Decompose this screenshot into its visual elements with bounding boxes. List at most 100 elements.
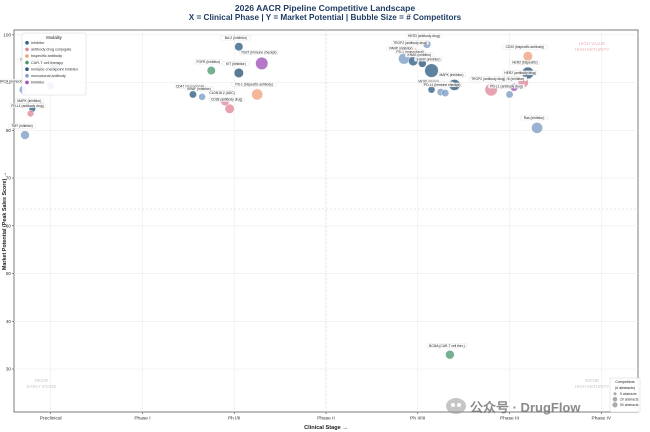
bubble-label-box [520,115,548,121]
bubble [441,89,450,97]
size-legend-label: 20 abstracts [620,398,639,402]
bubble-label: Ras (inhibitor) [520,115,548,121]
bubble-label: BRAF (inhibitor) [184,86,214,92]
bubble-label-box [9,103,46,108]
legend-item-label: immune checkpoint inhibitor [31,67,79,71]
legend-item-label: Inhibitor [31,81,45,85]
legend-marker [25,60,29,65]
bubble-label-text: EGFR (inhibitor) [417,57,441,61]
bubble-label: TIGIT (immune checkpt) [239,50,279,55]
legend-marker [25,47,29,52]
bubble-label: TROP2 (antibody drug) [391,40,429,46]
bubble-label: BCMA (CAR-T cell ther.) [426,343,467,349]
size-legend-title: Competitors (# abstracts) [615,380,635,390]
bubble-label: KIT (inhibitor) [222,61,250,66]
bubble-label: FGFR (inhibitor) [193,59,223,65]
bubble-label-box [231,82,277,87]
bubble-label-text: TMY (inhibitor) [11,124,33,128]
size-legend-label: 50 abstracts [620,403,639,407]
bubble-label-text: HER2 (bispecific) [512,61,537,65]
bubble [522,51,533,62]
y-tick-label: 30 [6,367,12,372]
bubble-label-box [426,343,467,349]
bubble-label-box [423,82,462,88]
bubble-label-box [391,40,429,46]
bubble-label-box [509,60,541,65]
bubble-label: CD38 (antibody drug) [209,97,245,102]
size-legend-label: 5 abstracts [620,392,637,396]
bubble-label-box [209,97,245,102]
bubble-label-box [184,86,214,92]
bubble-label-text: PD-L1 (immune checkpt) [424,83,460,87]
legend-item-label: antibody drug conjugate [31,48,72,52]
quadrant-label-bottom-right-line: HIGH MATURITY [575,384,609,389]
bubble [251,88,263,101]
quadrant-label-top-right-line: HIGH VALUE [579,41,605,46]
bubble-label-text: BRCA (monoclonal antibody) [0,79,41,83]
legend-title: Modality [46,35,62,40]
size-legend-marker [612,402,618,408]
bubble-label: PD-L1 (immune checkpt) [423,82,462,88]
bubble-label-text: BCMA (CAR-T cell ther.) [429,344,465,348]
bubble [234,42,244,52]
bubble-label-text: CD38 (antibody drug) [211,98,243,102]
bubble [255,56,269,70]
bubble-label-text: HER2 (antibody drug) [504,71,536,75]
size-legend-marker [613,392,617,396]
bubble-label-box [220,35,251,41]
bubble-label-box [469,76,507,82]
chart-subtitle: X = Clinical Phase | Y = Market Potentia… [188,13,462,22]
legend-item-label: monoclonal antibody [31,74,66,78]
bubble [445,350,455,360]
y-tick-label: 70 [6,176,12,181]
bubble [198,93,206,101]
bubble [206,66,216,75]
legend-item-label: CAR-T cell therapy [31,61,63,65]
bubble-label: HER3 (antibody drug) [406,33,442,39]
bubble-label: CLDN18.2 (ADC) [209,90,235,96]
bubble-label-box [15,98,44,104]
bubble [427,86,436,94]
bubble [189,90,197,99]
bubble-label-box [502,44,548,50]
bubble-label-box [222,61,250,66]
bubble-label: PD-L1 (antibody drug) [9,103,46,108]
quadrant-label-bottom-left-line: NICHE [35,378,49,383]
bubble-label: HER2 (bispecific) [509,60,541,65]
y-tick-label: 80 [6,128,12,133]
bubble-label-text: MAPK (inhibitor) [17,99,41,103]
size-legend-frame [609,377,641,413]
bubble-label-box [414,56,443,62]
x-tick-label: Ph I/II [228,416,241,422]
bubble-label-text: TROP2 (antibody drug) [393,41,427,45]
bubble-label-text: MAPK (inhibitor) [439,73,463,77]
bubble-label-text: PD-L1 (antibody drug) [11,104,43,108]
y-tick-label: 60 [6,223,12,228]
bubble-label-text: TIGIT (immune checkpt) [241,51,276,55]
bubble-label-text: FGFR (inhibitor) [196,60,220,64]
bubble-label-box [488,84,525,89]
bubble-label: TMY (inhibitor) [8,123,36,129]
bubble-label-text: TROP2 (antibody drug) [471,77,505,81]
bubble-label: CD20 (bispecific antibody) [502,44,548,50]
bubble [505,90,514,99]
x-tick-label: Preclinical [40,416,62,422]
bubble-label-text: KRAS (inhibitor) [408,53,432,57]
bubble-label-text: PD-L1 (antibody drug) [490,84,522,88]
quadrant-label-top-right-line: HIGH MATURITY [575,47,609,52]
bubble-label: PD-L1 (antibody drug) [488,84,525,89]
bubble [424,63,439,78]
bubble [224,103,235,114]
bubble-label-box [8,123,36,129]
legend-marker [25,54,29,58]
legend-frame [21,32,87,96]
chart-title: 2026 AACR Pipeline Competitive Landscape [234,3,416,13]
bubble-label: PD-1 (bispecific antibody) [231,82,277,87]
bubble-label: HER2 (antibody drug) [502,70,538,76]
size-legend-title-line: (# abstracts) [615,386,635,390]
